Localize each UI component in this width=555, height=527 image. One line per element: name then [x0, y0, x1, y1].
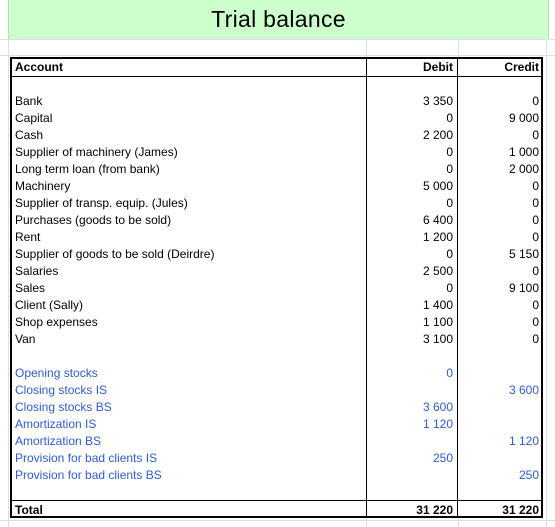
row-account[interactable]: Supplier of goods to be sold (Deirdre) — [15, 247, 215, 261]
row-credit[interactable]: 0 — [532, 196, 539, 210]
gridline — [0, 55, 555, 56]
row-account[interactable]: Cash — [15, 128, 44, 142]
row-debit[interactable]: 6 400 — [422, 213, 453, 227]
adjustment-row-debit[interactable]: 250 — [432, 451, 453, 465]
row-debit[interactable]: 1 400 — [422, 298, 453, 312]
row-credit[interactable]: 0 — [532, 230, 539, 244]
row-credit[interactable]: 9 100 — [508, 281, 539, 295]
row-debit[interactable]: 2 200 — [422, 128, 453, 142]
row-credit[interactable]: 0 — [532, 94, 539, 108]
row-account[interactable]: Machinery — [15, 179, 71, 193]
row-credit[interactable]: 0 — [532, 264, 539, 278]
row-debit[interactable]: 3 350 — [422, 94, 453, 108]
row-debit[interactable]: 1 200 — [422, 230, 453, 244]
total-credit[interactable]: 31 220 — [502, 503, 539, 517]
row-account[interactable]: Rent — [15, 230, 41, 244]
gridline — [0, 520, 555, 521]
row-debit[interactable]: 0 — [446, 145, 453, 159]
row-account[interactable]: Shop expenses — [15, 315, 98, 329]
adjustment-row-account[interactable]: Provision for bad clients IS — [15, 451, 158, 465]
adjustment-row-credit[interactable]: 3 600 — [508, 383, 539, 397]
adjustment-row-debit[interactable]: 0 — [446, 366, 453, 380]
row-debit[interactable]: 2 500 — [422, 264, 453, 278]
total-label[interactable]: Total — [15, 503, 43, 517]
row-debit[interactable]: 0 — [446, 162, 453, 176]
column-divider — [457, 59, 458, 516]
adjustment-row-credit[interactable] — [460, 450, 539, 467]
adjustment-row-debit[interactable] — [368, 433, 453, 450]
row-debit[interactable]: 0 — [446, 247, 453, 261]
adjustment-row-debit[interactable]: 1 120 — [422, 417, 453, 431]
adjustment-row-account[interactable]: Amortization IS — [15, 417, 97, 431]
gridline — [546, 0, 547, 527]
row-account[interactable]: Bank — [15, 94, 43, 108]
adjustment-row-debit[interactable]: 3 600 — [422, 400, 453, 414]
adjustment-row-account[interactable]: Closing stocks IS — [15, 383, 108, 397]
row-credit[interactable]: 0 — [532, 332, 539, 346]
row-debit[interactable]: 3 100 — [422, 332, 453, 346]
row-credit[interactable]: 0 — [532, 298, 539, 312]
row-credit[interactable]: 2 000 — [508, 162, 539, 176]
row-credit[interactable]: 1 000 — [508, 145, 539, 159]
row-debit[interactable]: 0 — [446, 281, 453, 295]
row-debit[interactable]: 5 000 — [422, 179, 453, 193]
row-account[interactable]: Long term loan (from bank) — [15, 162, 160, 176]
row-account[interactable]: Capital — [15, 111, 53, 125]
row-credit[interactable]: 0 — [532, 179, 539, 193]
header-debit[interactable]: Debit — [423, 60, 453, 74]
header-credit[interactable]: Credit — [504, 60, 539, 74]
row-account[interactable]: Supplier of machinery (James) — [15, 145, 178, 159]
row-debit[interactable]: 0 — [446, 196, 453, 210]
row-credit[interactable]: 0 — [532, 128, 539, 142]
row-credit[interactable]: 9 000 — [508, 111, 539, 125]
adjustment-row-credit[interactable]: 1 120 — [508, 434, 539, 448]
adjustment-row-credit[interactable]: 250 — [518, 468, 539, 482]
row-account[interactable]: Sales — [15, 281, 46, 295]
adjustment-row-credit[interactable] — [460, 416, 539, 433]
adjustment-row-debit[interactable] — [368, 382, 453, 399]
row-credit[interactable]: 0 — [532, 213, 539, 227]
row-account[interactable]: Purchases (goods to be sold) — [15, 213, 172, 227]
row-account[interactable]: Van — [15, 332, 36, 346]
gridline — [0, 39, 555, 40]
header-divider — [12, 76, 541, 77]
total-debit[interactable]: 31 220 — [416, 503, 453, 517]
column-divider — [366, 59, 367, 516]
row-credit[interactable]: 0 — [532, 315, 539, 329]
gridline — [8, 0, 9, 527]
sheet-title[interactable]: Trial balance — [8, 0, 549, 39]
row-account[interactable]: Supplier of transp. equip. (Jules) — [15, 196, 188, 210]
row-credit[interactable]: 5 150 — [508, 247, 539, 261]
adjustment-row-credit[interactable] — [460, 399, 539, 416]
adjustment-row-account[interactable]: Closing stocks BS — [15, 400, 112, 414]
trial-balance-table: Account Debit Credit Bank 3 350 0 Capital 0 9… — [10, 57, 543, 518]
adjustment-row-account[interactable]: Amortization BS — [15, 434, 102, 448]
adjustment-row-debit[interactable] — [368, 467, 453, 484]
row-account[interactable]: Salaries — [15, 264, 59, 278]
row-debit[interactable]: 1 100 — [422, 315, 453, 329]
total-divider — [12, 500, 541, 501]
header-account[interactable]: Account — [15, 60, 63, 74]
adjustment-row-account[interactable]: Opening stocks — [15, 366, 98, 380]
adjustment-row-account[interactable]: Provision for bad clients BS — [15, 468, 162, 482]
row-account[interactable]: Client (Sally) — [15, 298, 84, 312]
adjustment-row-credit[interactable] — [460, 365, 539, 382]
row-debit[interactable]: 0 — [446, 111, 453, 125]
